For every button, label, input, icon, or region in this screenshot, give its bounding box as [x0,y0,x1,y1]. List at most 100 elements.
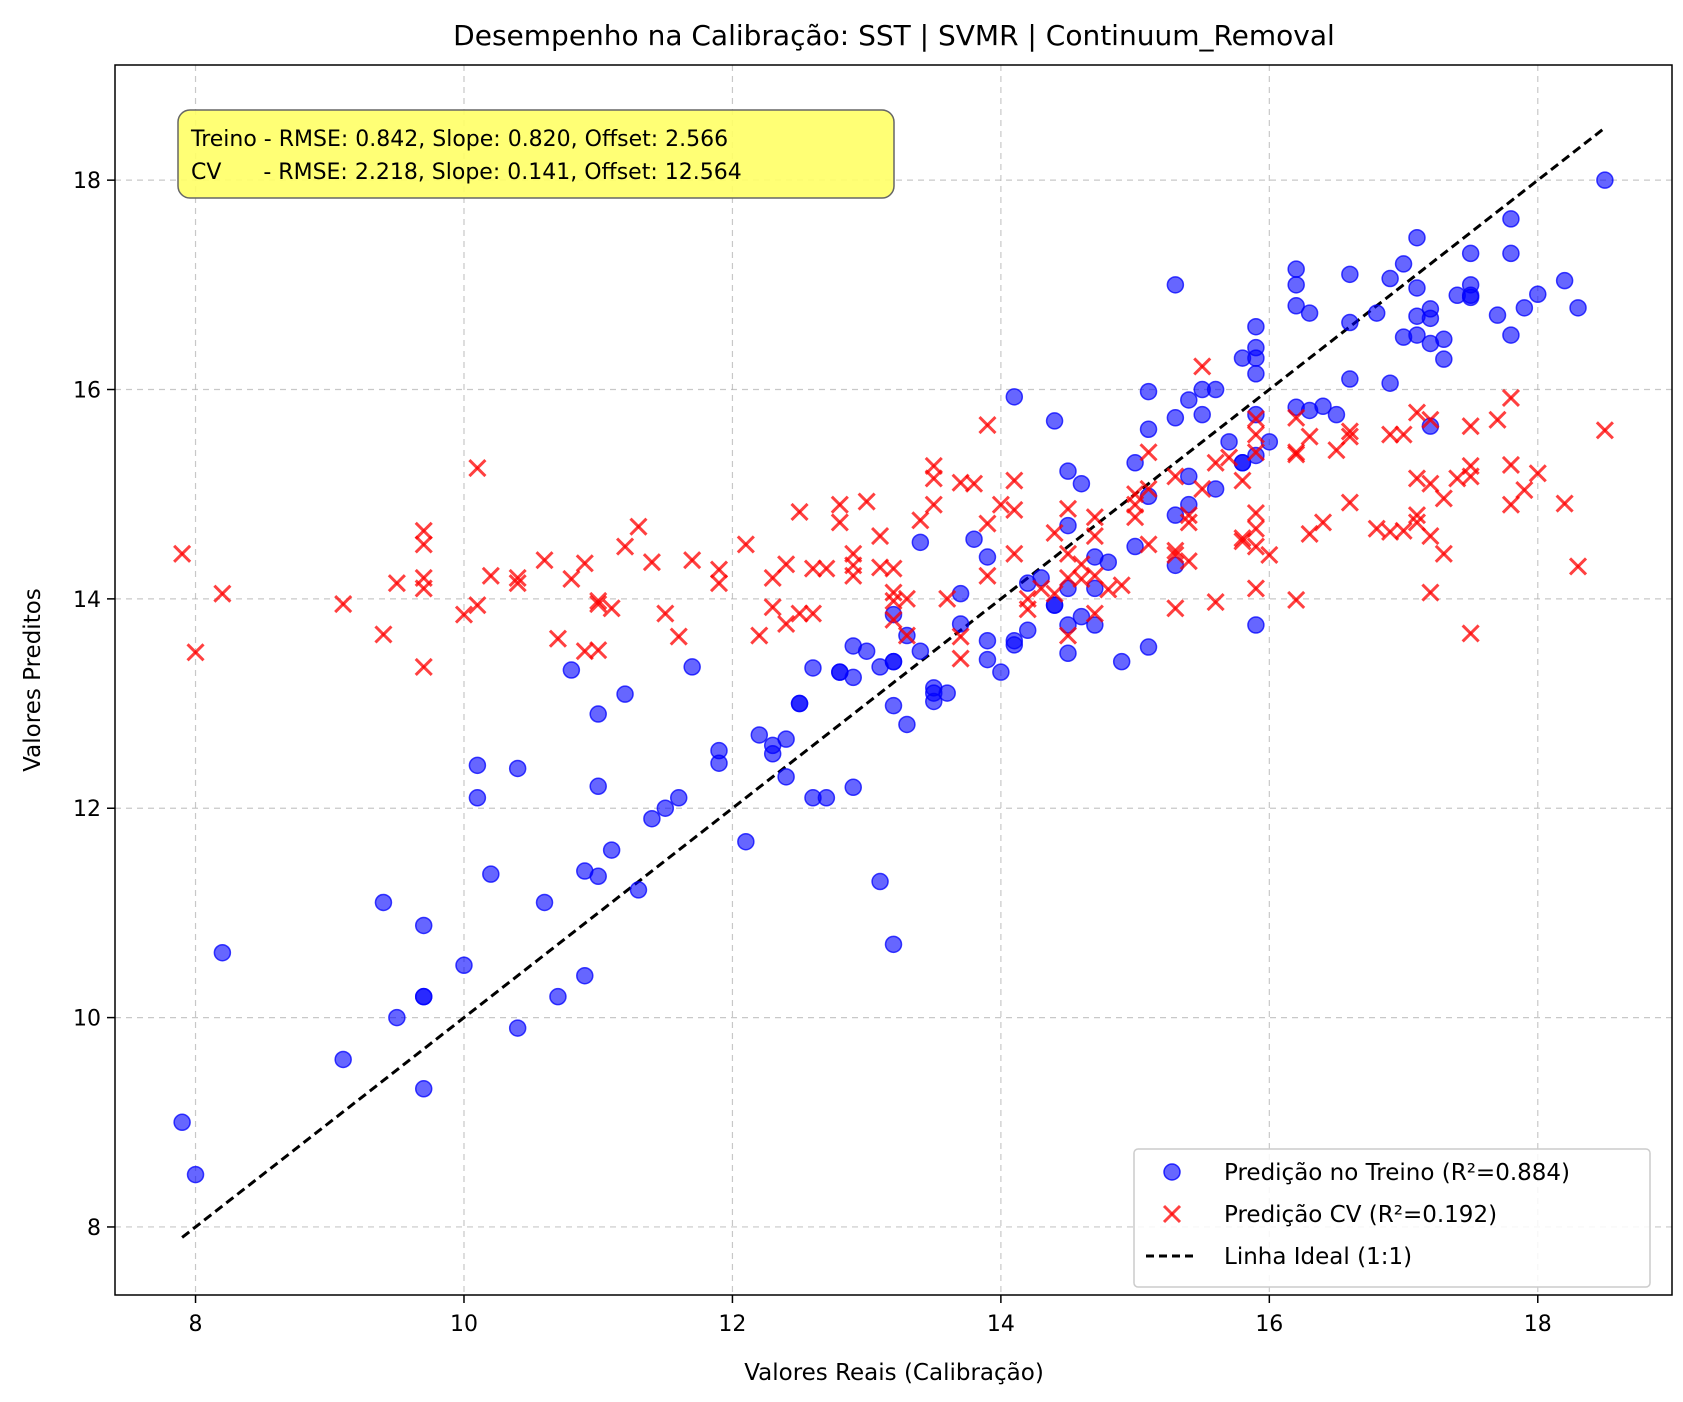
treino-point [1421,309,1440,328]
cv-point [1555,494,1574,513]
treino-point [884,605,903,624]
treino-point [629,881,648,899]
treino-point [1180,467,1198,486]
treino-point [1045,596,1064,614]
treino-point [1099,553,1118,571]
cv-point [1407,513,1427,532]
cv-point [1515,480,1534,500]
treino-point [1569,299,1587,317]
cv-point [884,583,903,602]
treino-point [1166,276,1185,294]
y-tick-label: 8 [87,1216,101,1241]
cv-point [602,599,621,618]
treino-point [656,799,675,817]
x-tick-label: 12 [718,1312,746,1337]
legend-ideal-label: Linha Ideal (1:1) [1224,1244,1412,1270]
cv-point [1139,443,1158,462]
cv-point [1260,545,1279,564]
legend: Predição no Treino (R²=0.884) Predição C… [1133,1148,1651,1288]
treino-point [1461,244,1480,263]
cv-point [1421,583,1440,602]
treino-point [1381,269,1399,288]
cv-point [884,610,903,629]
treino-point [1005,388,1024,406]
treino-point [1086,616,1104,634]
cv-point [1193,357,1212,376]
cv-point [1166,541,1185,560]
treino-point [1180,391,1198,409]
cv-point [629,517,648,536]
cv-point [1045,523,1064,542]
cv-point [1246,425,1265,444]
cv-point [1085,604,1104,623]
treino-point [1247,405,1265,424]
treino-point [978,631,997,650]
treino-point [1341,370,1359,388]
cv-point [763,568,782,587]
treino-point [1072,607,1091,626]
treino-point [1139,638,1158,656]
cv-point [830,495,849,514]
cv-point [414,535,433,554]
treino-point [589,867,607,886]
cv-point [1501,455,1520,474]
treino-point [777,730,795,748]
treino-point [1529,285,1547,304]
treino-point [589,777,607,796]
cv-point [1421,527,1440,546]
cv-point [871,527,890,546]
treino-point [213,943,232,962]
cv-point [1246,537,1265,556]
treino-point [1112,652,1131,671]
cv-point [1568,557,1588,576]
treino-point [576,966,594,985]
cv-point [642,553,661,572]
cv-point [1139,535,1158,554]
cv-point [1246,443,1265,462]
treino-point [1502,210,1520,228]
cv-point [1032,579,1051,598]
legend-cv-label: Predição CV (R²=0.192) [1224,1202,1497,1228]
cv-point [884,559,903,578]
treino-point [1139,420,1158,439]
treino-point [1515,299,1534,317]
cv-point [615,537,635,556]
treino-point [898,715,916,734]
cv-point [777,614,796,634]
treino-point [683,658,701,676]
cv-point [1219,448,1239,467]
cv-point [1206,453,1225,472]
treino-point [508,1019,527,1037]
cv-point [669,627,688,646]
cv-point [951,649,970,668]
cv-point [790,502,809,522]
treino-point [1126,537,1144,556]
cv-point [1233,529,1252,548]
treino-point [1018,621,1037,640]
cv-point [1421,410,1440,429]
treino-point [1408,279,1426,297]
cv-point [387,574,406,593]
ideal-line [181,126,1606,1239]
cv-point [1246,409,1265,428]
treino-point [414,987,433,1006]
cv-point [683,551,702,570]
treino-point [1206,380,1225,399]
treino-point [1555,271,1574,290]
cv-point [1005,544,1024,563]
cv-point [951,627,970,646]
treino-point [508,759,527,778]
stats-box-background [177,109,895,199]
treino-point [173,1113,191,1132]
stats-line-treino: Treino - RMSE: 0.842, Slope: 0.820, Offs… [190,127,728,152]
cv-point [1434,544,1453,563]
treino-point [1381,374,1399,392]
cv-point [1045,584,1064,603]
treino-point [790,694,809,713]
treino-point [1005,636,1024,654]
treino-point [1287,297,1305,315]
cv-point [1327,441,1346,460]
treino-point [186,1165,205,1184]
cv-point [709,574,729,593]
treino-point [978,650,997,669]
